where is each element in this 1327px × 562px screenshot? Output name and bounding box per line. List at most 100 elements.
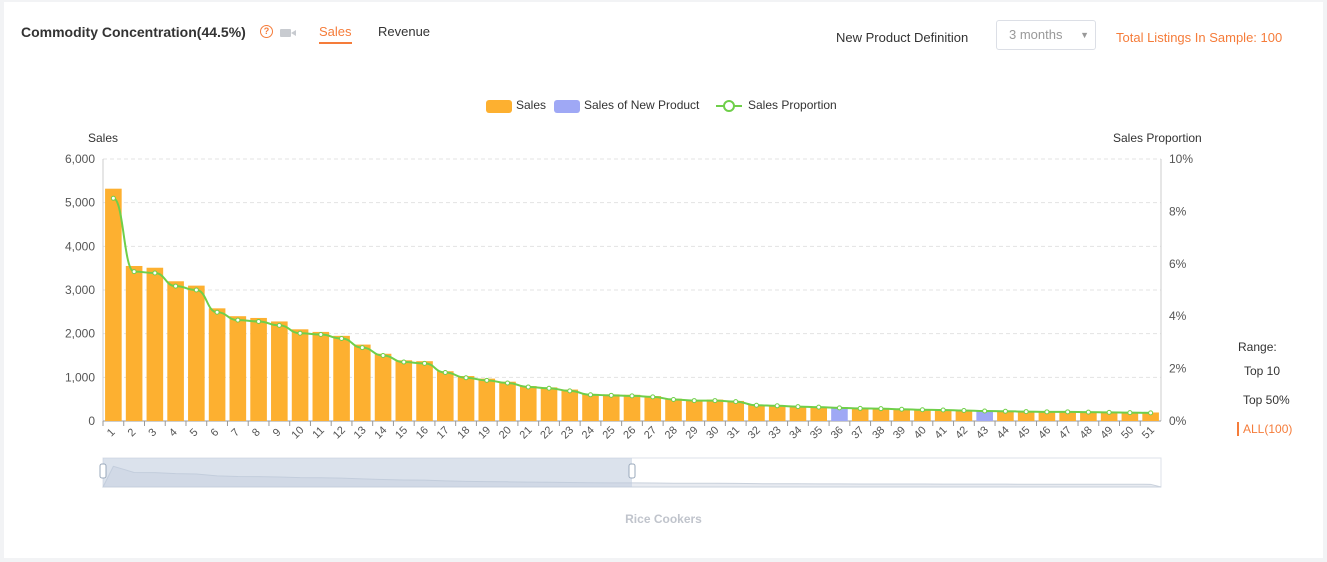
x-tick-label: 22	[538, 424, 555, 441]
point-sales-proportion	[774, 403, 780, 409]
x-tick-label: 37	[850, 424, 867, 441]
bar-sales	[167, 281, 184, 421]
bar-sales	[1142, 412, 1159, 421]
x-tick-label: 23	[559, 424, 576, 441]
x-tick-label: 4	[167, 426, 180, 439]
x-tick-label: 7	[229, 426, 242, 439]
bar-sales	[934, 409, 952, 421]
x-tick-label: 51	[1140, 424, 1157, 441]
y-tick-label: 1,000	[65, 370, 95, 384]
zoom-handle[interactable]	[628, 463, 636, 479]
x-tick-label: 9	[271, 426, 284, 439]
select-value: 3 months	[1009, 27, 1063, 42]
range-option-all[interactable]: ALL(100)	[1237, 422, 1292, 436]
y-tick-label: 6,000	[65, 152, 95, 166]
x-tick-label: 39	[891, 424, 908, 441]
x-tick-label: 45	[1015, 424, 1032, 441]
x-tick-label: 44	[995, 424, 1012, 441]
x-tick-label: 1	[105, 426, 118, 439]
bar-sales	[395, 360, 413, 421]
bar-sales	[188, 285, 205, 421]
x-tick-label: 32	[746, 424, 763, 441]
tab-revenue[interactable]: Revenue	[378, 24, 431, 39]
point-sales-proportion	[339, 335, 345, 341]
point-sales-proportion	[318, 332, 324, 338]
point-sales-proportion	[1065, 409, 1071, 415]
zoom-handle[interactable]	[99, 463, 107, 479]
bar-sales	[354, 344, 371, 421]
point-sales-proportion	[1127, 410, 1133, 416]
bar-sales	[665, 398, 682, 421]
point-sales-proportion	[1148, 410, 1154, 416]
bar-sales	[623, 394, 641, 421]
tab-sales[interactable]: Sales	[319, 24, 352, 44]
point-sales-proportion	[1023, 409, 1029, 415]
point-sales-proportion	[297, 330, 303, 336]
legend-label-proportion: Sales Proportion	[748, 98, 837, 112]
range-label: Range:	[1238, 340, 1277, 354]
bar-sales	[914, 409, 931, 421]
x-tick-label: 11	[310, 425, 327, 442]
point-sales-proportion	[110, 195, 116, 201]
point-sales-proportion	[567, 388, 573, 394]
point-sales-proportion	[256, 318, 262, 324]
bar-sales	[1059, 411, 1076, 421]
range-option-top-10[interactable]: Top 10	[1244, 364, 1281, 378]
point-sales-proportion	[753, 402, 759, 408]
y-tick-label: 5,000	[65, 196, 95, 210]
x-tick-label: 38	[870, 424, 887, 441]
point-sales-proportion	[276, 322, 282, 328]
x-tick-label: 49	[1098, 424, 1115, 441]
help-circle-icon[interactable]: ?	[260, 25, 273, 38]
legend-swatch-proportion	[716, 100, 742, 112]
point-sales-proportion	[588, 392, 594, 398]
video-camera-icon[interactable]	[280, 29, 296, 37]
bar-new-product	[831, 407, 848, 421]
chevron-down-icon: ▼	[1080, 30, 1089, 40]
bar-sales	[789, 406, 807, 421]
point-sales-proportion	[422, 360, 428, 366]
point-sales-proportion	[401, 359, 407, 365]
new-product-definition-select[interactable]: 3 months ▼	[996, 20, 1096, 50]
bar-sales	[374, 353, 392, 421]
legend-label-new-product: Sales of New Product	[584, 98, 700, 112]
point-sales-proportion	[152, 270, 158, 276]
x-tick-label: 2	[126, 426, 139, 439]
point-sales-proportion	[816, 404, 822, 410]
range-option-top-50[interactable]: Top 50%	[1243, 393, 1290, 407]
point-sales-proportion	[629, 393, 635, 399]
bar-sales	[478, 378, 496, 421]
legend-swatch-new-product	[554, 100, 580, 113]
point-sales-proportion	[836, 405, 842, 411]
point-sales-proportion	[505, 380, 511, 386]
point-sales-proportion	[795, 404, 801, 410]
bar-sales	[561, 389, 579, 421]
point-sales-proportion	[1044, 409, 1050, 415]
y-tick-label: 3,000	[65, 283, 95, 297]
y2-tick-label: 2%	[1169, 362, 1187, 376]
point-sales-proportion	[173, 283, 179, 289]
bar-sales	[105, 188, 122, 421]
bar-sales	[602, 394, 620, 421]
point-sales-proportion	[131, 269, 137, 275]
x-tick-label: 33	[767, 424, 784, 441]
bar-sales	[955, 410, 973, 421]
bar-sales	[748, 404, 765, 421]
x-tick-label: 15	[393, 424, 410, 441]
x-tick-label: 28	[663, 424, 680, 441]
x-tick-label: 30	[704, 424, 721, 441]
x-tick-label: 25	[601, 424, 618, 441]
x-tick-label: 35	[808, 424, 825, 441]
bar-sales	[229, 316, 247, 421]
point-sales-proportion	[235, 317, 241, 323]
x-tick-label: 34	[787, 424, 804, 441]
bar-sales	[1038, 411, 1056, 421]
x-tick-label: 3	[146, 426, 159, 439]
y-tick-label: 4,000	[65, 239, 95, 253]
x-tick-label: 46	[1036, 424, 1053, 441]
bar-new-product	[976, 410, 993, 421]
x-tick-label: 12	[331, 424, 348, 441]
x-tick-label: 6	[209, 426, 222, 439]
bar-sales	[872, 408, 890, 421]
